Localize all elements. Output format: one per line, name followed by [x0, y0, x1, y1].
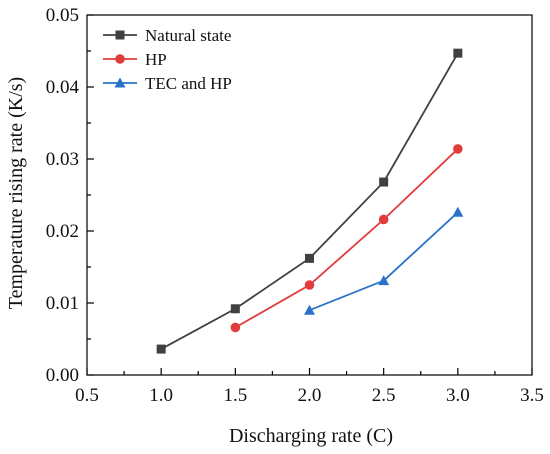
y-tick-label: 0.03: [46, 149, 79, 170]
series-0: [156, 48, 463, 354]
series-line: [309, 211, 459, 312]
legend-marker: [115, 54, 125, 64]
legend-marker: [115, 30, 125, 40]
x-axis-title: Discharging rate (C): [229, 425, 393, 447]
legend-item: TEC and HP: [103, 74, 232, 93]
data-point: [304, 304, 315, 315]
x-tick-label: 1.0: [149, 385, 173, 406]
plot-frame: [86, 14, 533, 376]
y-axis-title: Temperature rising rate (K/s): [5, 77, 27, 309]
legend-label: HP: [145, 50, 167, 69]
y-tick-label: 0.02: [46, 221, 79, 242]
series-1: [230, 144, 463, 333]
legend: Natural state HP TEC and HP: [103, 26, 232, 93]
x-axis-ticks: 0.5 1.0 1.5 2.0 2.5 3.0 3.5: [75, 368, 544, 406]
series-line: [234, 148, 459, 329]
y-tick-label: 0.05: [46, 5, 79, 26]
legend-label: TEC and HP: [145, 74, 232, 93]
data-point: [305, 253, 314, 263]
x-tick-label: 3.5: [520, 385, 544, 406]
data-point: [156, 344, 166, 354]
legend-label: Natural state: [145, 26, 231, 45]
x-tick-label: 1.5: [223, 385, 247, 406]
data-point: [230, 304, 240, 314]
y-axis-ticks: 0.00 0.01 0.02 0.03 0.04 0.05: [46, 5, 94, 386]
x-tick-label: 2.0: [298, 385, 322, 406]
x-tick-label: 3.0: [446, 385, 470, 406]
legend-item: Natural state: [103, 26, 231, 45]
series-layer: [156, 48, 464, 354]
y-tick-label: 0.01: [46, 293, 79, 314]
legend-item: HP: [103, 50, 167, 69]
data-point: [452, 206, 464, 217]
data-point: [378, 214, 389, 225]
data-point: [378, 275, 390, 286]
data-point: [230, 322, 241, 333]
data-point: [379, 177, 389, 187]
x-tick-label: 0.5: [75, 385, 99, 406]
legend-marker: [114, 77, 126, 88]
series-2: [304, 206, 464, 315]
data-point: [304, 280, 315, 290]
data-point: [453, 48, 463, 58]
plot-axes: [86, 14, 533, 376]
y-tick-label: 0.04: [46, 77, 80, 98]
data-point: [453, 144, 463, 154]
y-tick-label: 0.00: [46, 365, 79, 386]
series-line: [160, 52, 459, 350]
x-tick-label: 2.5: [372, 385, 396, 406]
